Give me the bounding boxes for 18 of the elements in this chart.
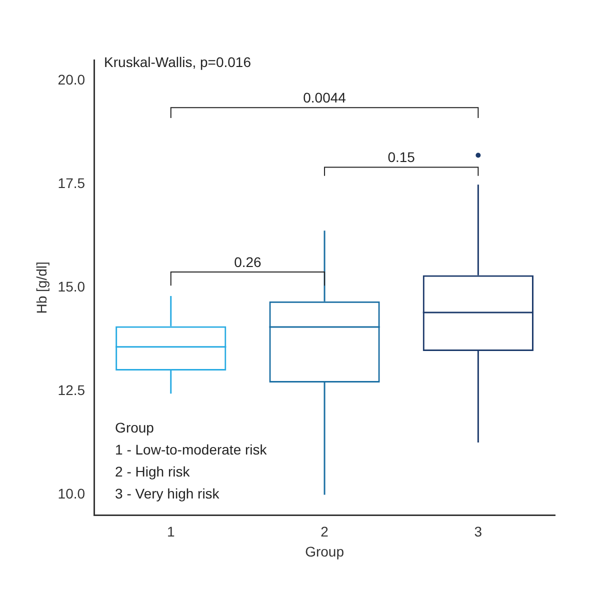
annotation: Kruskal-Wallis, p=0.016 — [104, 54, 252, 70]
annotation: 2 - High risk — [115, 463, 191, 480]
x-tick-label: 1 — [166, 524, 175, 540]
annotation: Group — [115, 419, 154, 436]
annotation: 0.0044 — [303, 90, 346, 106]
annotation: 3 - Very high risk — [115, 485, 220, 502]
y-tick-label: 20.0 — [58, 72, 86, 88]
y-axis-title: Hb [g/dl] — [33, 262, 50, 314]
x-axis-title: Group — [305, 543, 344, 560]
annotation: 0.26 — [234, 254, 262, 270]
y-tick-label: 15.0 — [58, 278, 86, 295]
y-tick-label: 10.0 — [58, 486, 86, 502]
y-tick-label: 17.5 — [58, 175, 86, 192]
annotation: 0.15 — [388, 149, 416, 166]
x-tick-label: 3 — [474, 524, 482, 540]
x-tick-label: 2 — [320, 524, 329, 540]
y-tick-label: 12.5 — [58, 382, 86, 398]
annotation: 1 - Low-to-moderate risk — [115, 441, 268, 458]
